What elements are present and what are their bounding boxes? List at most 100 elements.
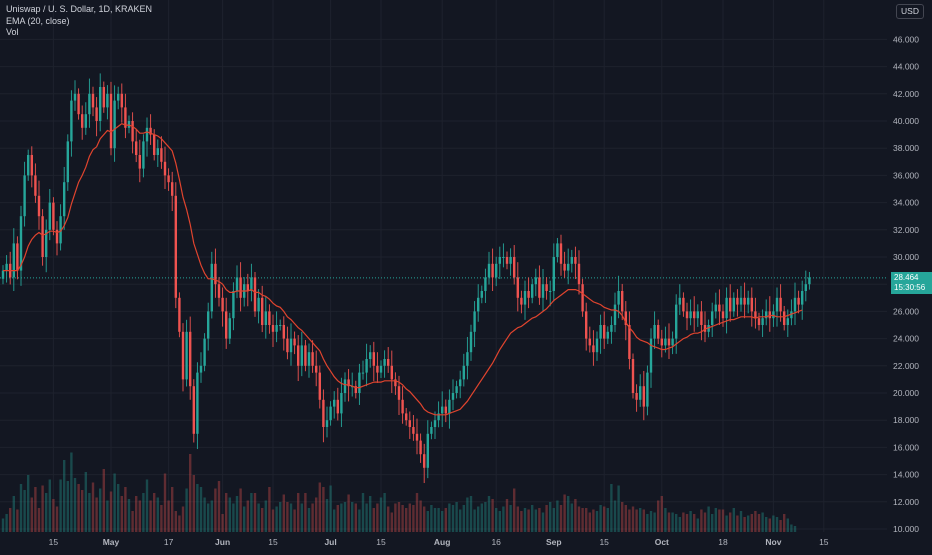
volume-bar [736, 515, 739, 532]
volume-bar [113, 473, 116, 532]
candle-body [210, 263, 213, 312]
candle-body [660, 338, 663, 346]
x-tick-label: 15 [49, 537, 59, 547]
candle-body [606, 331, 609, 339]
volume-bar [5, 514, 8, 532]
volume-bar [523, 508, 527, 532]
volume-bar [221, 514, 224, 532]
grid [0, 0, 887, 532]
candle-body [534, 277, 537, 285]
candle-body [415, 433, 419, 441]
candle-body [552, 257, 555, 291]
volume-bar [210, 500, 213, 532]
candle-body [102, 87, 105, 108]
candle-body [225, 311, 228, 339]
volume-bar [397, 502, 401, 532]
volume-bar [135, 496, 138, 532]
candle-body [289, 338, 293, 353]
volume-bar [261, 508, 264, 532]
volume-bar [225, 493, 228, 532]
candle-body [563, 263, 566, 271]
candle-body [23, 175, 26, 217]
candle-body [801, 291, 804, 305]
volume-bar [559, 505, 563, 532]
ema-line [3, 123, 803, 416]
volume-bar [747, 515, 750, 532]
y-tick-label: 40.000 [893, 116, 919, 126]
candle-body [772, 311, 775, 319]
candle-body [739, 297, 743, 305]
volume-bar [52, 499, 55, 532]
volume-bar [160, 505, 163, 532]
volume-bar [577, 506, 581, 532]
volume-bar [289, 503, 293, 532]
legend-vol[interactable]: Vol [6, 27, 19, 37]
volume-bar [585, 508, 588, 532]
candle-body [120, 93, 123, 108]
candle-body [124, 107, 127, 128]
volume-bar [444, 508, 447, 532]
candle-body [588, 338, 591, 346]
volume-bar [149, 500, 152, 532]
legend-symbol[interactable]: Uniswap / U. S. Dollar, 1D, KRAKEN [6, 4, 153, 14]
volume-bar [664, 508, 667, 532]
candle-body [149, 127, 152, 135]
candle-body [567, 263, 570, 271]
candle-body [282, 325, 285, 339]
candle-body [315, 365, 318, 373]
candle-body [138, 155, 141, 169]
y-tick-label: 22.000 [893, 361, 919, 371]
candle-body [340, 393, 343, 414]
volume-bar [372, 508, 375, 532]
candle-body [520, 297, 523, 305]
candle-body [279, 325, 282, 326]
y-tick-label: 12.000 [893, 497, 919, 507]
volume-bar [369, 496, 372, 532]
volume-bar [675, 514, 678, 532]
candle-body [437, 413, 440, 421]
candle-body [412, 427, 415, 434]
candle-body [462, 365, 465, 380]
volume-bar [455, 502, 458, 532]
candle-body [595, 338, 599, 353]
candle-body [41, 216, 44, 257]
volume-bar [721, 509, 725, 532]
volume-bar [185, 488, 188, 532]
volume-bar [275, 506, 278, 532]
legend-ema[interactable]: EMA (20, close) [6, 15, 70, 26]
candle-body [696, 311, 699, 319]
candle-body [185, 331, 188, 380]
volume-bar [27, 475, 30, 532]
candle-body [257, 297, 260, 312]
volume-bar [732, 508, 735, 532]
volume-bar [534, 509, 537, 532]
candle-body [354, 386, 357, 393]
volume-bar [451, 505, 455, 532]
volume-bar [772, 515, 775, 532]
currency-button[interactable]: USD [896, 4, 924, 19]
volume-bars [1, 452, 797, 532]
x-tick-label: Nov [765, 537, 781, 547]
candle-body [556, 243, 559, 257]
candle-body [127, 121, 131, 128]
volume-bar [502, 506, 505, 532]
volume-bar [117, 484, 120, 532]
candle-body [783, 311, 786, 325]
volume-bar [592, 509, 595, 532]
volume-bar [66, 481, 69, 532]
volume-bar [271, 509, 275, 532]
x-tick-label: 15 [819, 537, 829, 547]
volume-bar [207, 503, 210, 532]
volume-bar [383, 493, 386, 532]
volume-bar [754, 511, 757, 532]
candle-body [757, 318, 761, 325]
candle-body [729, 297, 732, 312]
volume-bar [102, 469, 105, 532]
candle-body [311, 352, 314, 366]
candle-body [444, 406, 447, 414]
candle-body [635, 393, 638, 400]
y-tick-label: 46.000 [893, 34, 919, 44]
volume-bar [257, 503, 260, 532]
